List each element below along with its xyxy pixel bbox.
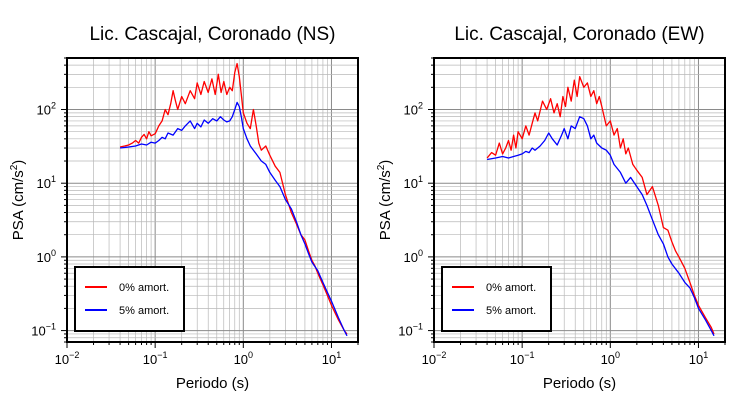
x-tick-label: 101 — [689, 350, 708, 367]
chart-title: Lic. Cascajal, Coronado (NS) — [89, 24, 335, 45]
legend-label: 0% amort. — [486, 282, 536, 294]
x-tick-exponent: 0 — [615, 350, 620, 360]
chart-title: Lic. Cascajal, Coronado (EW) — [454, 24, 704, 45]
x-tick-base: 10 — [422, 352, 436, 367]
y-axis-label-end: ) — [10, 160, 27, 165]
x-tick-exponent: 1 — [336, 350, 341, 360]
y-tick-label: 101 — [37, 174, 56, 191]
y-axis-label: PSA (cm/s2) — [376, 160, 394, 241]
y-tick-base: 10 — [37, 103, 51, 118]
x-tick-base: 10 — [601, 352, 615, 367]
x-tick-base: 10 — [510, 352, 524, 367]
y-tick-base: 10 — [31, 324, 45, 339]
x-tick-label: 101 — [322, 350, 341, 367]
legend-box — [74, 266, 185, 332]
y-axis-label-end: ) — [377, 160, 394, 165]
legend-label: 5% amort. — [119, 305, 169, 317]
series-line-1 — [486, 116, 715, 337]
y-axis-label-main: PSA (cm/s — [10, 170, 27, 240]
legend-label: 5% amort. — [486, 305, 536, 317]
y-axis-label-exponent: 2 — [376, 164, 387, 170]
y-tick-base: 10 — [37, 250, 51, 265]
x-tick-label: 10−2 — [422, 350, 447, 367]
x-tick-base: 10 — [689, 352, 703, 367]
y-tick-exponent: 0 — [418, 248, 423, 258]
y-tick-base: 10 — [404, 103, 418, 118]
y-tick-base: 10 — [37, 176, 51, 191]
y-tick-label: 102 — [404, 101, 423, 118]
x-tick-exponent: 1 — [703, 350, 708, 360]
x-tick-label: 10−1 — [143, 350, 168, 367]
legend: 0% amort. 5% amort. — [74, 266, 185, 332]
x-tick-label: 10−1 — [510, 350, 535, 367]
x-tick-exponent: −2 — [69, 350, 79, 360]
y-axis-label-main: PSA (cm/s — [377, 170, 394, 240]
y-tick-exponent: 2 — [418, 101, 423, 111]
x-tick-exponent: −1 — [524, 350, 534, 360]
y-tick-label: 10−1 — [31, 322, 56, 339]
x-axis-label: Periodo (s) — [176, 375, 249, 392]
y-tick-label: 100 — [37, 248, 56, 265]
y-tick-base: 10 — [404, 176, 418, 191]
y-tick-exponent: −1 — [46, 322, 56, 332]
x-tick-label: 10−2 — [55, 350, 80, 367]
legend: 0% amort. 5% amort. — [441, 266, 552, 332]
y-tick-exponent: 0 — [51, 248, 56, 258]
grid — [66, 57, 359, 343]
series-line-1 — [120, 101, 348, 337]
y-tick-exponent: 2 — [51, 101, 56, 111]
x-tick-exponent: −2 — [436, 350, 446, 360]
y-tick-label: 101 — [404, 174, 423, 191]
x-tick-base: 10 — [322, 352, 336, 367]
x-tick-base: 10 — [55, 352, 69, 367]
x-tick-exponent: −1 — [157, 350, 167, 360]
legend-label: 0% amort. — [119, 282, 169, 294]
y-tick-exponent: 1 — [51, 174, 56, 184]
y-tick-label: 10−1 — [398, 322, 423, 339]
y-tick-exponent: −1 — [413, 322, 423, 332]
y-tick-base: 10 — [398, 324, 412, 339]
y-axis-label-exponent: 2 — [9, 164, 20, 170]
x-tick-base: 10 — [143, 352, 157, 367]
y-tick-label: 100 — [404, 248, 423, 265]
series-line-0 — [486, 75, 715, 335]
x-tick-label: 100 — [234, 350, 253, 367]
x-tick-exponent: 0 — [248, 350, 253, 360]
x-tick-base: 10 — [234, 352, 248, 367]
x-axis-label: Periodo (s) — [543, 375, 616, 392]
y-tick-label: 102 — [37, 101, 56, 118]
y-tick-exponent: 1 — [418, 174, 423, 184]
y-axis-label: PSA (cm/s2) — [9, 160, 27, 241]
legend-box — [441, 266, 552, 332]
y-tick-base: 10 — [404, 250, 418, 265]
x-tick-label: 100 — [601, 350, 620, 367]
